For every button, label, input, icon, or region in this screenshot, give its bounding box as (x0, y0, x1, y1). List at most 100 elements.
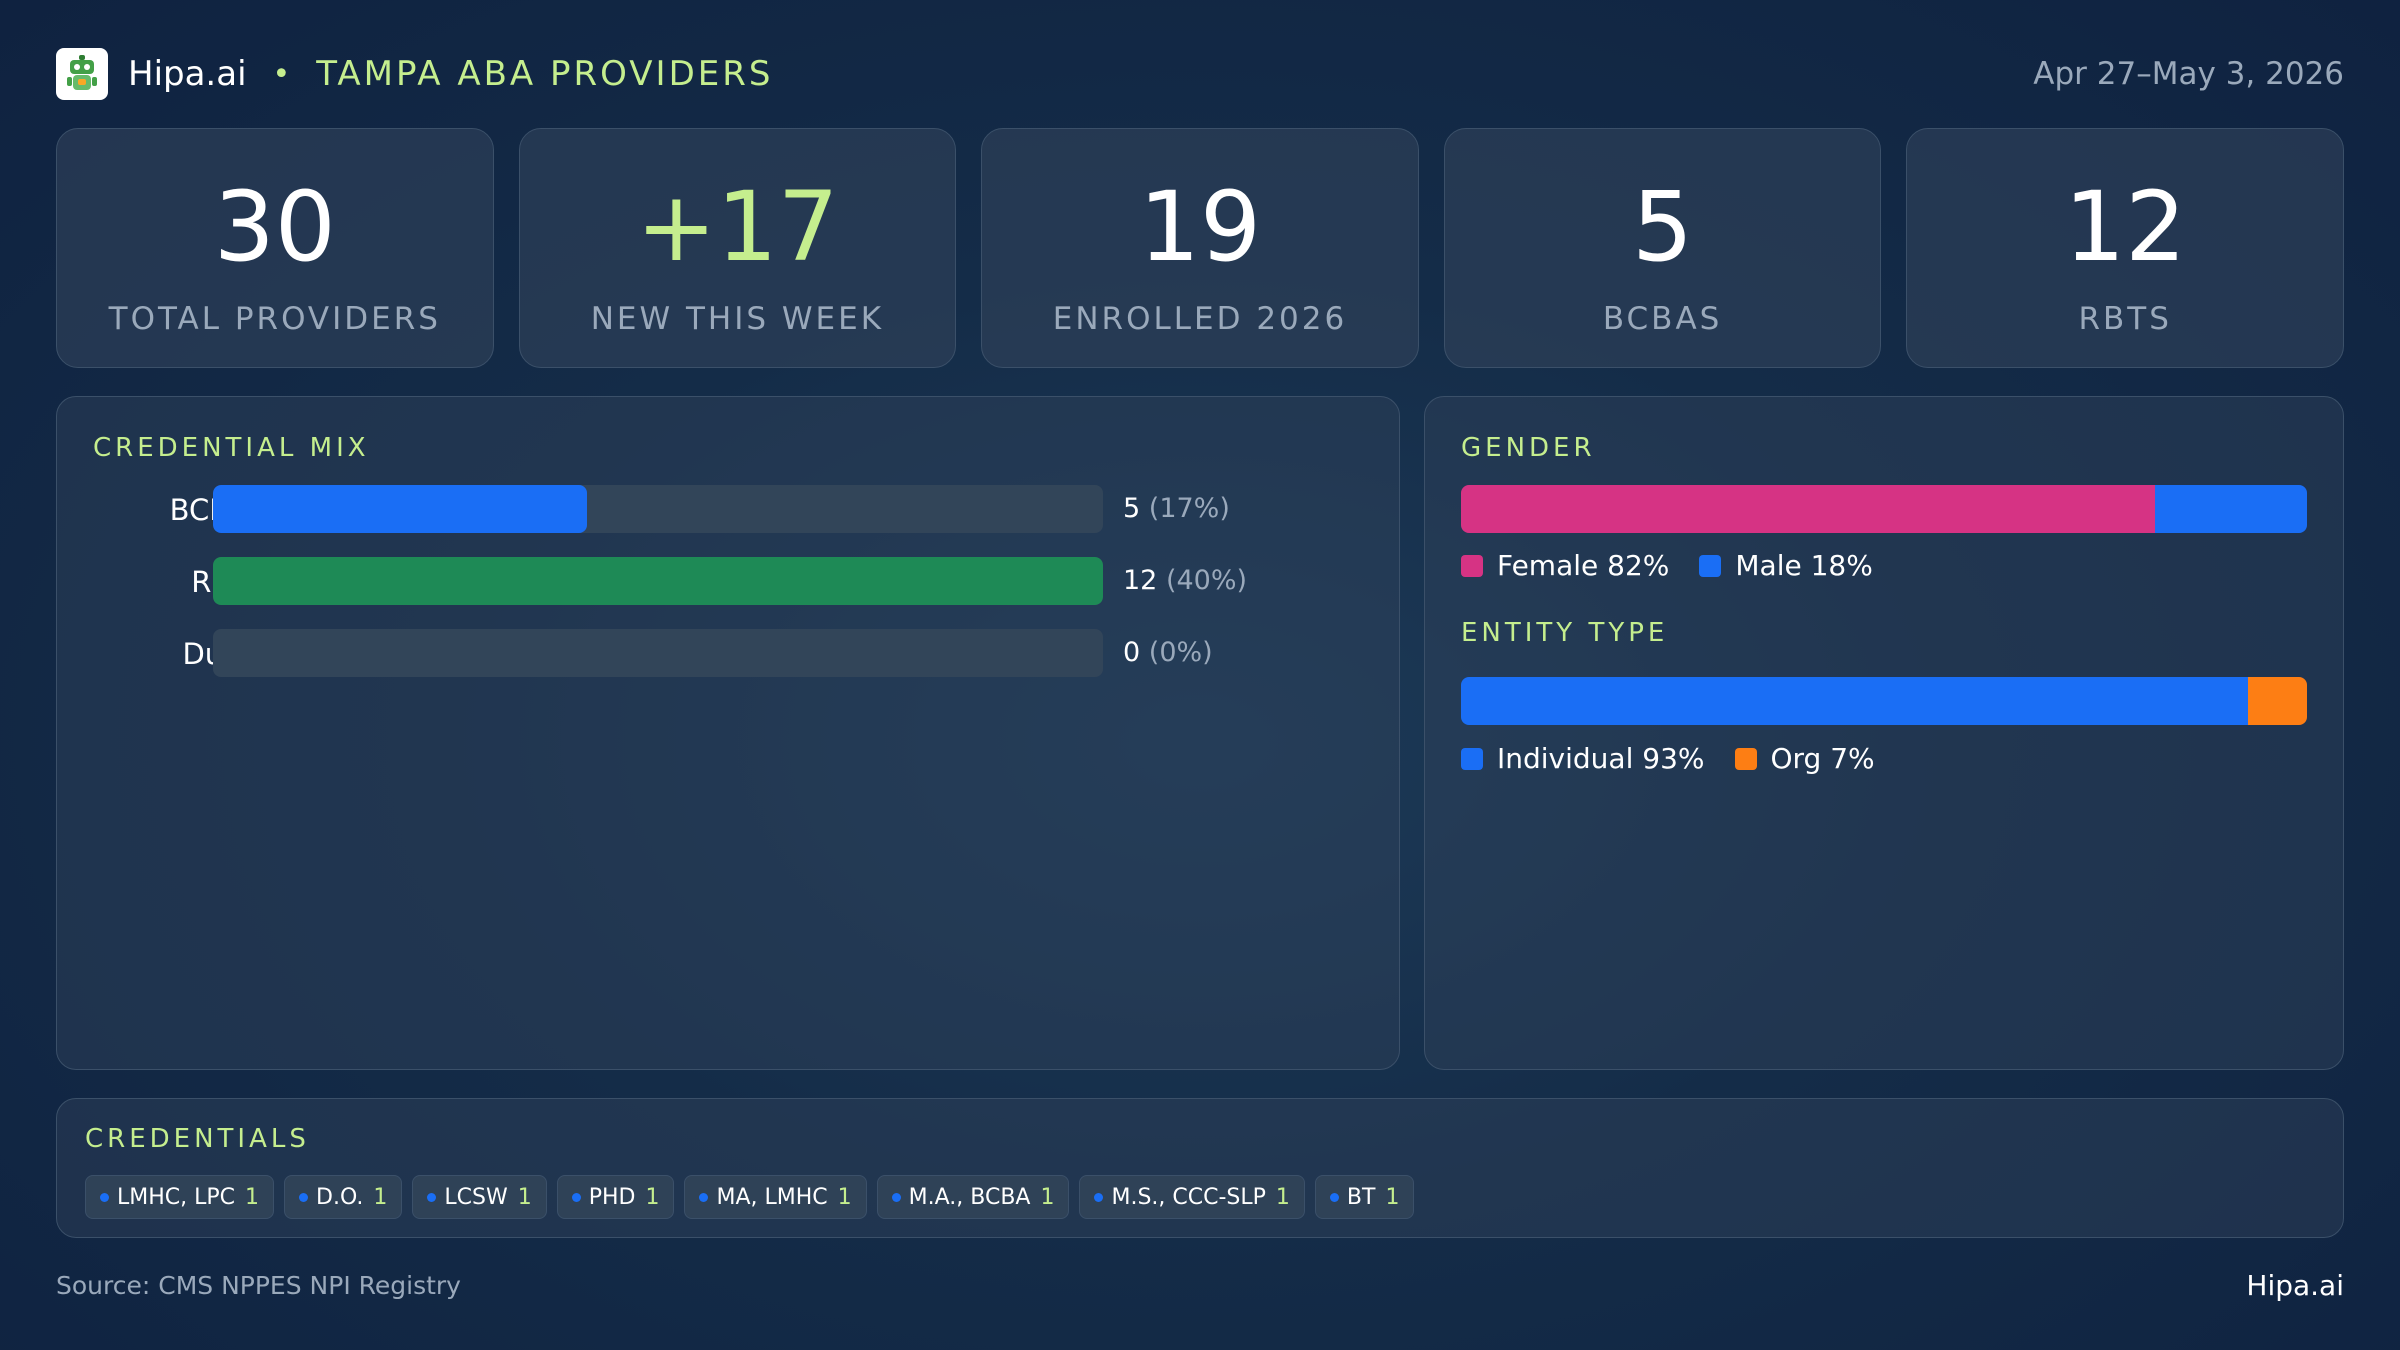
legend-item-male: Male 18% (1699, 549, 1873, 582)
legend-label: Org 7% (1770, 742, 1875, 775)
legend-item-org: Org 7% (1734, 742, 1875, 775)
chip-label: PHD (588, 1184, 636, 1210)
legend-item-female: Female 82% (1461, 549, 1669, 582)
chip-dot-icon (1329, 1192, 1339, 1202)
legend-swatch (1461, 554, 1483, 577)
credential-bar-fill (213, 557, 1103, 605)
stat-value: 30 (213, 171, 336, 283)
entity-stacked-bar (1461, 677, 2307, 725)
legend-swatch (1461, 747, 1483, 770)
credential-count: 5 (1123, 493, 1141, 524)
credential-mix-title: CREDENTIAL MIX (93, 433, 370, 463)
chip-dot-icon (299, 1192, 309, 1202)
date-range: Apr 27–May 3, 2026 (2033, 56, 2344, 92)
credential-bar-track (213, 485, 1103, 533)
credential-chip-list: LMHC, LPC 1 D.O. 1 LCSW 1 PHD 1 MA, LMHC 1 M.… (85, 1175, 1415, 1219)
gender-segment-male (2154, 485, 2307, 533)
credential-chip[interactable]: LCSW 1 (412, 1175, 547, 1219)
stat-value: 12 (2064, 171, 2187, 283)
chip-label: LCSW (444, 1184, 508, 1210)
chip-count: 1 (837, 1184, 852, 1210)
credentials-panel: CREDENTIALS LMHC, LPC 1 D.O. 1 LCSW 1 PHD 1 … (56, 1098, 2344, 1238)
chip-dot-icon (100, 1192, 109, 1202)
demographics-panel: GENDER Female 82% Male 18% ENTITY TYPE I… (1424, 396, 2344, 1070)
stat-card-rbts: 12 RBTS (1906, 128, 2344, 368)
entity-segment-individual (1461, 677, 2248, 725)
robot-icon (56, 48, 108, 100)
chip-label: M.S., CCC-SLP (1111, 1184, 1266, 1210)
credential-pct: (17%) (1148, 493, 1230, 524)
stat-card-new-this-week: +17 NEW THIS WEEK (518, 128, 957, 368)
header: Hipa.ai • TAMPA ABA PROVIDERS Apr 27–May… (56, 46, 2344, 102)
gender-legend: Female 82% Male 18% (1461, 549, 1903, 582)
credentials-title: CREDENTIALS (85, 1124, 310, 1154)
stats-row: 30 TOTAL PROVIDERS +17 NEW THIS WEEK 19 … (56, 128, 2344, 368)
chip-dot-icon (891, 1192, 901, 1202)
credential-chip[interactable]: PHD 1 (556, 1175, 675, 1219)
credential-bar-track (213, 629, 1103, 677)
chip-dot-icon (571, 1192, 581, 1202)
legend-swatch (1734, 747, 1757, 770)
entity-type-title: ENTITY TYPE (1461, 618, 1669, 648)
footer-brand: Hipa.ai (2246, 1269, 2344, 1302)
stat-card-total-providers: 30 TOTAL PROVIDERS (56, 128, 494, 368)
credential-bar-track (213, 557, 1103, 605)
chip-label: BT (1346, 1184, 1376, 1210)
chip-count: 1 (1040, 1184, 1055, 1210)
legend-swatch (1699, 554, 1722, 577)
credential-row-value: 5 (17%) (1123, 493, 1230, 524)
credential-chip[interactable]: D.O. 1 (284, 1175, 403, 1219)
legend-item-individual: Individual 93% (1461, 742, 1705, 775)
stat-card-bcbas: 5 BCBAS (1443, 128, 1882, 368)
legend-label: Individual 93% (1497, 742, 1705, 775)
chip-count: 1 (517, 1184, 532, 1210)
chip-label: MA, LMHC (716, 1184, 828, 1210)
credential-chip[interactable]: M.A., BCBA 1 (876, 1175, 1070, 1219)
credential-row-dual: Dual 0 (0%) (57, 629, 1397, 677)
entity-segment-org (2247, 677, 2307, 725)
stat-label: BCBAS (1602, 301, 1723, 337)
credential-row-bcba: BCBA 5 (17%) (57, 485, 1397, 533)
stat-label: TOTAL PROVIDERS (108, 301, 441, 337)
credential-count: 0 (1123, 637, 1141, 668)
source-note: Source: CMS NPPES NPI Registry (56, 1271, 461, 1300)
credential-count: 12 (1123, 565, 1158, 596)
credential-chip[interactable]: M.S., CCC-SLP 1 (1079, 1175, 1305, 1219)
credential-row-rbt: RBT 12 (40%) (57, 557, 1397, 605)
credential-pct: (40%) (1165, 565, 1248, 596)
stat-value: +17 (636, 171, 839, 283)
credential-pct: (0%) (1148, 637, 1213, 668)
chip-count: 1 (645, 1184, 660, 1210)
stat-label: ENROLLED 2026 (1052, 301, 1348, 337)
stat-card-enrolled-2026: 19 ENROLLED 2026 (981, 128, 1419, 368)
legend-label: Female 82% (1497, 549, 1670, 582)
legend-label: Male 18% (1735, 549, 1873, 582)
credential-chip[interactable]: BT 1 (1314, 1175, 1415, 1219)
chip-dot-icon (1094, 1192, 1104, 1202)
chip-label: D.O. (316, 1184, 364, 1210)
credential-chip[interactable]: LMHC, LPC 1 (85, 1175, 275, 1219)
chip-count: 1 (245, 1184, 260, 1210)
stat-label: NEW THIS WEEK (590, 301, 885, 337)
brand-name: Hipa.ai (128, 54, 247, 94)
credential-bar-fill (213, 485, 587, 533)
stat-label: RBTS (2078, 301, 2172, 337)
credential-chip[interactable]: MA, LMHC 1 (684, 1175, 867, 1219)
gender-stacked-bar (1461, 485, 2307, 533)
chip-label: LMHC, LPC (117, 1184, 236, 1210)
page-title: TAMPA ABA PROVIDERS (316, 54, 774, 94)
chip-count: 1 (1275, 1184, 1290, 1210)
stat-value: 5 (1632, 171, 1694, 283)
entity-legend: Individual 93% Org 7% (1461, 742, 1905, 775)
credential-mix-panel: CREDENTIAL MIX BCBA 5 (17%) RBT 12 (40%)… (56, 396, 1400, 1070)
credential-row-value: 0 (0%) (1123, 637, 1213, 668)
credential-row-value: 12 (40%) (1123, 565, 1247, 596)
chip-dot-icon (699, 1192, 709, 1202)
chip-label: M.A., BCBA (908, 1184, 1031, 1210)
title-separator: • (272, 56, 291, 92)
chip-dot-icon (427, 1192, 437, 1202)
gender-title: GENDER (1461, 433, 1596, 463)
stat-value: 19 (1138, 171, 1262, 283)
chip-count: 1 (373, 1184, 388, 1210)
gender-segment-female (1461, 485, 2155, 533)
